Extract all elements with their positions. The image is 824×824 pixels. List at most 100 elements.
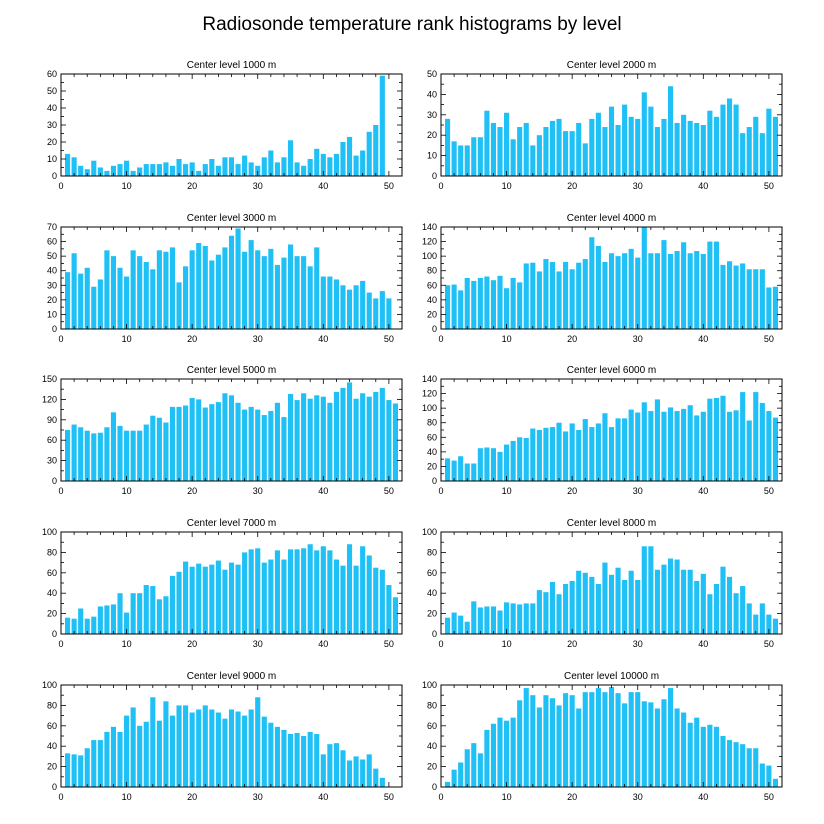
histogram-bar (301, 548, 307, 634)
y-tick-label: 60 (47, 69, 57, 79)
histogram-bar (176, 571, 182, 634)
histogram-bar (320, 153, 326, 176)
histogram-bar (667, 407, 674, 481)
y-tick-label: 20 (427, 130, 437, 140)
histogram-bar (648, 546, 654, 634)
histogram-bar (740, 133, 746, 176)
histogram-bar (569, 580, 575, 634)
histogram-panels: Center level 1000 m 0 10 20 30 40 50 0 10 20 30 40 5… (42, 60, 783, 802)
histogram-panel: Center level 7000 m 0 10 20 30 40 50 0 20 40 60 80 1… (42, 518, 403, 649)
histogram-bar (84, 169, 90, 176)
histogram-bar (235, 228, 241, 329)
histogram-bar (150, 697, 156, 787)
histogram-bar (196, 563, 202, 634)
x-tick-label: 0 (438, 486, 443, 496)
x-tick-label: 40 (318, 181, 328, 191)
histogram-bar (294, 162, 300, 176)
y-tick-label: 60 (47, 721, 57, 731)
histogram-bar (753, 269, 759, 329)
histogram-bar (602, 692, 608, 787)
y-tick-label: 10 (47, 309, 57, 319)
histogram-bar (490, 448, 497, 481)
x-tick-label: 50 (764, 334, 774, 344)
histogram-bar (654, 708, 660, 787)
x-tick-label: 50 (384, 792, 394, 802)
histogram-bar (517, 282, 523, 329)
histogram-bar (517, 127, 523, 176)
histogram-bar (733, 593, 739, 634)
histogram-bar (654, 399, 660, 481)
x-tick-label: 10 (502, 792, 512, 802)
histogram-bar (484, 729, 490, 787)
histogram-bar (772, 286, 778, 329)
histogram-bar (150, 269, 156, 329)
histogram-bar (333, 391, 339, 481)
panel-title: Center level 7000 m (187, 518, 277, 529)
histogram-bar (477, 278, 483, 329)
histogram-bar (248, 709, 254, 787)
histogram-bar (628, 570, 634, 634)
histogram-bar (635, 118, 641, 176)
histogram-bar (556, 594, 562, 634)
x-tick-label: 50 (384, 639, 394, 649)
histogram-bar (353, 155, 359, 176)
histogram-bar (209, 260, 215, 329)
histogram-bar (84, 618, 90, 634)
histogram-bar (445, 285, 451, 329)
histogram-bar (248, 549, 254, 634)
y-tick-label: 40 (47, 588, 57, 598)
y-tick-label: 120 (422, 389, 437, 399)
histogram-bar (766, 411, 772, 481)
histogram-bar (373, 567, 379, 634)
y-tick-label: 20 (427, 762, 437, 772)
histogram-panel: Center level 2000 m 0 10 20 30 40 50 0 10 20 30 40 5… (427, 60, 783, 191)
histogram-bar (641, 701, 647, 787)
histogram-bar (110, 412, 117, 481)
histogram-bar (124, 160, 130, 176)
histogram-bar (687, 120, 693, 176)
x-tick-label: 40 (318, 792, 328, 802)
histogram-bar (189, 566, 195, 634)
histogram-bar (353, 285, 359, 329)
histogram-bar (156, 164, 162, 176)
histogram-bar (353, 756, 359, 787)
histogram-bar (353, 565, 359, 634)
histogram-bar (183, 405, 189, 481)
histogram-bar (622, 253, 628, 329)
histogram-bar (183, 705, 189, 787)
histogram-bar (84, 748, 90, 787)
histogram-bar (622, 418, 628, 481)
histogram-bar (163, 596, 169, 634)
histogram-bar (366, 292, 372, 329)
histogram-bar (379, 777, 385, 787)
histogram-bar (235, 564, 241, 634)
histogram-bar (242, 715, 248, 787)
histogram-bar (497, 275, 503, 329)
histogram-bar (209, 564, 215, 634)
histogram-bar (746, 603, 752, 634)
histogram-bar (667, 253, 674, 329)
histogram-bar (97, 740, 103, 787)
histogram-bar (628, 248, 634, 329)
histogram-bar (726, 576, 733, 634)
histogram-bar (71, 754, 77, 787)
histogram-bar (156, 250, 162, 329)
histogram-bar (156, 720, 162, 787)
histogram-bar (563, 584, 569, 634)
histogram-bar (386, 585, 392, 634)
histogram-bar (117, 731, 123, 787)
histogram-bar (766, 108, 772, 176)
y-tick-label: 60 (47, 237, 57, 247)
histogram-bar (523, 438, 529, 481)
histogram-bar (379, 291, 385, 329)
histogram-bar (294, 256, 300, 329)
histogram-bar (274, 550, 280, 634)
histogram-bar (667, 86, 674, 176)
histogram-bar (84, 267, 90, 329)
x-tick-label: 0 (58, 639, 63, 649)
histogram-bar (386, 400, 392, 481)
histogram-bar (687, 722, 693, 787)
histogram-bar (471, 463, 477, 481)
histogram-bar (215, 402, 221, 481)
histogram-bar (130, 593, 136, 634)
